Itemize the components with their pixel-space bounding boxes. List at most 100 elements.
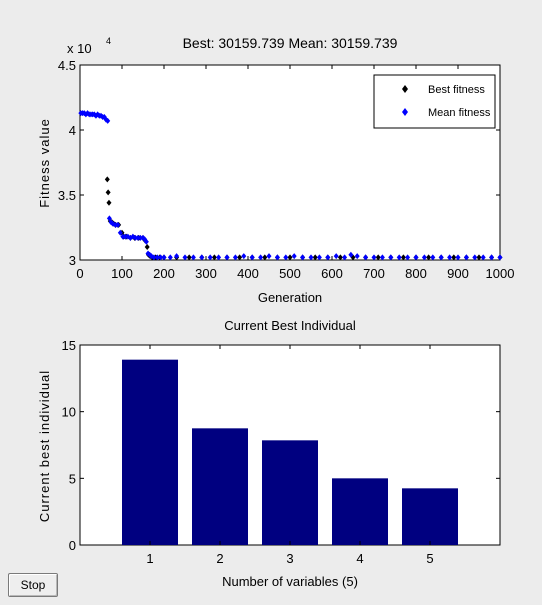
- mean-fitness-point: [342, 254, 348, 261]
- mean-fitness-point: [132, 234, 138, 241]
- mean-fitness-point: [300, 254, 306, 261]
- mean-fitness-point: [266, 253, 272, 260]
- fitness-x-tick-label: 100: [111, 266, 133, 281]
- bar-y-tick-label: 0: [69, 538, 76, 553]
- bar-y-tick-label: 5: [69, 471, 76, 486]
- fitness-y-tick-label: 3: [69, 253, 76, 268]
- mean-fitness-point: [105, 117, 111, 124]
- fitness-x-tick-label: 700: [363, 266, 385, 281]
- mean-fitness-point: [167, 254, 173, 261]
- best-fitness-point: [426, 254, 432, 261]
- mean-fitness-point: [182, 254, 188, 261]
- fitness-x-tick-label: 300: [195, 266, 217, 281]
- mean-fitness-point: [413, 254, 419, 261]
- mean-fitness-point: [480, 254, 486, 261]
- fitness-x-axis: 0 100 200 300 400 500 600 700 800 900 1000: [76, 65, 514, 281]
- fitness-y-axis: 3 3.5 4 4.5: [58, 58, 500, 268]
- fitness-x-tick-label: 400: [237, 266, 259, 281]
- best-fitness-point: [400, 254, 406, 261]
- mean-fitness-point: [143, 238, 149, 245]
- mean-fitness-point: [455, 254, 461, 261]
- fitness-x-tick-label: 900: [447, 266, 469, 281]
- mean-fitness-point: [120, 233, 126, 240]
- best-fitness-point: [144, 244, 150, 250]
- mean-fitness-point: [125, 233, 131, 240]
- mean-fitness-point: [421, 254, 427, 261]
- bar-variable-5: [402, 488, 458, 545]
- fitness-chart: Best: 30159.739 Mean: 30159.739 0 100 200 3…: [37, 35, 514, 305]
- bar-x-tick-label: 5: [426, 551, 433, 566]
- fitness-y-tick-label: 4: [69, 123, 76, 138]
- best-fitness-point: [451, 254, 457, 261]
- fitness-chart-title: Best: 30159.739 Mean: 30159.739: [183, 35, 398, 51]
- mean-fitness-point: [135, 234, 141, 241]
- fitness-y-axis-label: Fitness value: [37, 118, 52, 208]
- mean-fitness-point: [190, 254, 196, 261]
- stop-button[interactable]: Stop: [8, 573, 58, 597]
- best-individual-chart: Current Best Individual 1 2 3 4 5 0 5 10 15 Num…: [37, 318, 501, 589]
- mean-fitness-point: [154, 254, 160, 261]
- fitness-y-tick-label: 4.5: [58, 58, 76, 73]
- mean-fitness-point: [249, 254, 255, 261]
- mean-fitness-point: [161, 254, 167, 261]
- mean-fitness-point: [405, 254, 411, 261]
- bar-x-axis-label: Number of variables (5): [222, 574, 358, 589]
- bar-variable-1: [122, 359, 178, 545]
- fitness-x-axis-label: Generation: [258, 290, 322, 305]
- best-fitness-point: [476, 254, 482, 261]
- mean-fitness-point: [363, 254, 369, 261]
- bar-x-tick-label: 1: [146, 551, 153, 566]
- fitness-legend-box: [373, 74, 496, 129]
- mean-fitness-point: [151, 254, 157, 261]
- mean-fitness-point: [308, 254, 314, 261]
- legend-best-fitness-marker: [402, 85, 408, 93]
- mean-fitness-point: [258, 254, 264, 261]
- mean-fitness-point: [333, 253, 339, 260]
- fitness-y-exponent-label: x 10: [67, 41, 92, 56]
- bar-variable-3: [262, 440, 318, 545]
- mean-fitness-point: [497, 254, 503, 261]
- best-individual-chart-title: Current Best Individual: [224, 318, 356, 333]
- mean-fitness-point: [354, 253, 360, 260]
- bar-y-tick-label: 15: [62, 338, 76, 353]
- legend-best-fitness-label: Best fitness: [428, 84, 485, 96]
- mean-fitness-point: [371, 254, 377, 261]
- legend-mean-fitness-marker: [402, 108, 408, 116]
- bar-variable-2: [192, 428, 248, 545]
- bar-x-tick-label: 2: [216, 551, 223, 566]
- legend-mean-fitness-label: Mean fitness: [428, 107, 491, 119]
- bar-x-tick-label: 4: [356, 551, 363, 566]
- mean-fitness-point: [348, 251, 354, 258]
- fitness-x-tick-label: 0: [76, 266, 83, 281]
- mean-fitness-point: [158, 254, 164, 261]
- mean-fitness-point: [463, 254, 469, 261]
- best-fitness-point: [287, 254, 293, 261]
- fitness-data-points: [78, 110, 503, 261]
- mean-fitness-point: [283, 254, 289, 261]
- mean-fitness-point: [472, 254, 478, 261]
- bar-variable-4: [332, 478, 388, 545]
- mean-fitness-point: [122, 233, 128, 240]
- fitness-x-tick-label: 500: [279, 266, 301, 281]
- fitness-x-tick-label: 1000: [486, 266, 515, 281]
- fitness-legend: Best fitness Mean fitness: [373, 74, 496, 129]
- mean-fitness-point: [137, 234, 143, 241]
- mean-fitness-point: [241, 253, 247, 260]
- mean-fitness-point: [199, 254, 205, 261]
- fitness-y-exponent-power: 4: [106, 36, 111, 46]
- mean-fitness-point: [291, 253, 297, 260]
- best-fitness-point: [262, 254, 268, 261]
- best-fitness-point: [105, 189, 111, 196]
- mean-fitness-point: [447, 254, 453, 261]
- mean-fitness-point: [430, 254, 436, 261]
- fitness-y-tick-label: 3.5: [58, 188, 76, 203]
- mean-fitness-point: [224, 254, 230, 261]
- bar-x-axis: 1 2 3 4 5: [146, 345, 434, 566]
- bar-y-axis-label: Current best individual: [37, 370, 52, 522]
- mean-fitness-point: [115, 221, 121, 228]
- mean-fitness-point: [117, 229, 123, 236]
- best-fitness-point: [375, 254, 381, 261]
- mean-fitness-point: [112, 221, 118, 228]
- mean-fitness-point: [207, 254, 213, 261]
